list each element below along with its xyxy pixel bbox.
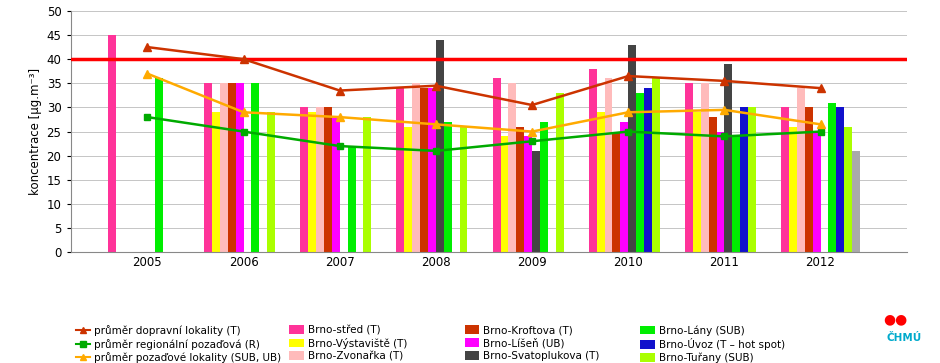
Bar	[613, 132, 620, 252]
Bar	[436, 40, 444, 252]
Bar	[348, 146, 355, 252]
Bar	[155, 78, 164, 252]
Bar	[828, 103, 837, 252]
Bar	[748, 107, 756, 252]
Bar	[700, 83, 709, 252]
Bar	[204, 83, 212, 252]
Bar	[428, 88, 436, 252]
Bar	[651, 78, 660, 252]
Bar	[308, 112, 316, 252]
Bar	[500, 136, 509, 252]
Bar	[316, 107, 324, 252]
Bar	[628, 45, 636, 252]
Bar	[620, 122, 628, 252]
Bar	[597, 112, 604, 252]
Bar	[420, 88, 428, 252]
Bar	[525, 136, 532, 252]
Bar	[540, 122, 548, 252]
Bar	[220, 83, 227, 252]
Bar	[108, 35, 116, 252]
Bar	[685, 83, 693, 252]
Bar	[509, 83, 516, 252]
Bar	[324, 107, 332, 252]
Bar	[212, 112, 220, 252]
Bar	[444, 122, 452, 252]
Bar	[693, 112, 700, 252]
Bar	[789, 127, 797, 252]
Bar	[844, 127, 852, 252]
Bar	[805, 107, 813, 252]
Bar	[732, 136, 740, 252]
Legend: Brno-Lány (SUB), Brno-Úvoz (T – hot spot), Brno-Tuřany (SUB), Brno-Soběšice (SUB: Brno-Lány (SUB), Brno-Úvoz (T – hot spot…	[640, 325, 785, 363]
Bar	[397, 88, 404, 252]
Bar	[493, 78, 500, 252]
Bar	[252, 83, 259, 252]
Bar	[332, 117, 339, 252]
Bar	[556, 93, 564, 252]
Bar	[813, 132, 821, 252]
Text: ČHMÚ: ČHMÚ	[886, 333, 922, 343]
Bar	[636, 93, 644, 252]
Bar	[725, 64, 732, 252]
Bar	[236, 83, 243, 252]
Bar	[532, 151, 540, 252]
Bar	[516, 127, 525, 252]
Bar	[781, 107, 789, 252]
Bar	[460, 127, 467, 252]
Bar	[709, 117, 716, 252]
Bar	[797, 88, 805, 252]
Bar	[740, 107, 748, 252]
Bar	[364, 117, 371, 252]
Text: ●●: ●●	[883, 313, 907, 326]
Bar	[604, 78, 613, 252]
Bar	[404, 127, 413, 252]
Bar	[300, 107, 308, 252]
Y-axis label: koncentrace [μg.m⁻³]: koncentrace [μg.m⁻³]	[29, 68, 42, 195]
Bar	[852, 151, 860, 252]
Bar	[644, 88, 651, 252]
Bar	[588, 69, 597, 252]
Bar	[837, 107, 844, 252]
Bar	[413, 83, 420, 252]
Bar	[227, 83, 236, 252]
Bar	[267, 112, 275, 252]
Bar	[716, 132, 725, 252]
